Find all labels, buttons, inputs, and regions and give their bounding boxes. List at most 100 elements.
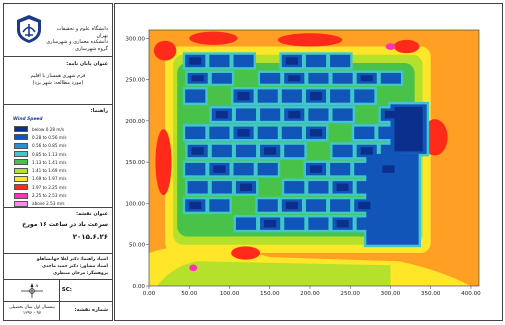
legend-item-label: 0.85 to 1.13 m/s bbox=[32, 151, 67, 157]
building-block bbox=[211, 144, 232, 158]
legend-swatch bbox=[14, 159, 28, 166]
calm-core bbox=[189, 57, 202, 65]
university-name: دانشگاه علوم و تحقیقات تهران دانشکده معم… bbox=[46, 26, 108, 52]
legend-item-label: 2.25 to 2.53 m/s bbox=[32, 193, 67, 199]
legend-item: 2.25 to 2.53 m/s bbox=[14, 191, 104, 199]
legend-item: 1.13 to 1.41 m/s bbox=[14, 158, 104, 166]
researcher-text: پژوهشگر: مرجان منتظری bbox=[53, 271, 108, 276]
legend-item: 0.85 to 1.13 m/s bbox=[14, 150, 104, 158]
y-tick-label: 200.00 bbox=[125, 119, 145, 125]
peak-wind-spot bbox=[189, 264, 198, 272]
scale-label: SC: bbox=[61, 287, 72, 293]
legend-item-label: 1.41 to 1.69 m/s bbox=[32, 168, 67, 174]
map-frame: 0.00 50.00 100.00 150.00 200.00 250.00 300.00 3… bbox=[114, 3, 503, 321]
advisor-text: استاد راهنما: دکتر لعلا جهانشاهلو bbox=[36, 257, 108, 262]
building-block bbox=[332, 144, 353, 158]
thesis-title-line-2: (مورد مطالعه: شهر یزد) bbox=[32, 79, 84, 86]
high-wind-spot bbox=[189, 31, 238, 45]
legend-items: below 0.28 m/s 0.28 to 0.56 m/s 0.56 to 0.… bbox=[14, 125, 104, 208]
consultant-text: استاد مشاور: دکتر حمید ماجدی bbox=[42, 264, 108, 269]
sheet-number-cell: نیمسال اول سال تحصیلی ۹۷ - ۱۳۹۶ شماره نق… bbox=[4, 302, 112, 320]
x-tick-label: 400.00 bbox=[461, 291, 481, 297]
legend-item: 0.56 to 0.85 m/s bbox=[14, 142, 104, 150]
building-block bbox=[330, 162, 351, 176]
legend-swatch bbox=[14, 151, 28, 158]
calm-core bbox=[237, 129, 250, 137]
legend-item-label: 1.13 to 1.41 m/s bbox=[32, 159, 67, 165]
building-block bbox=[187, 181, 208, 194]
building-block bbox=[233, 162, 254, 176]
building-block bbox=[211, 72, 232, 84]
calm-core bbox=[288, 110, 301, 119]
legend-item-label: 0.56 to 0.85 m/s bbox=[32, 143, 67, 149]
legend-swatch bbox=[14, 142, 28, 149]
y-tick-label: 0.00 bbox=[133, 284, 146, 290]
building-block bbox=[332, 72, 353, 84]
academic-year: نیمسال اول سال تحصیلی ۹۷ - ۱۳۹۶ bbox=[6, 305, 58, 316]
calm-core bbox=[264, 219, 277, 228]
map-title-date: ۲۰۱۵.۶.۲۶ bbox=[72, 233, 108, 241]
thesis-cell: عنوان پایان نامه: فرم شهری همساز با اقلی… bbox=[4, 57, 112, 105]
building-block bbox=[235, 217, 257, 230]
calm-core bbox=[189, 201, 202, 210]
plot-area bbox=[149, 30, 479, 286]
academic-year-line-1: نیمسال اول سال تحصیلی bbox=[9, 305, 55, 310]
calm-core bbox=[237, 91, 250, 101]
legend-item: 1.69 to 1.97 m/s bbox=[14, 175, 104, 183]
legend-label: راهنما: bbox=[90, 108, 108, 114]
calm-core bbox=[336, 183, 349, 192]
y-tick-label: 50.00 bbox=[129, 243, 145, 249]
academic-year-cell: نیمسال اول سال تحصیلی ۹۷ - ۱۳۹۶ bbox=[4, 302, 60, 320]
y-tick-label: 100.00 bbox=[125, 201, 145, 207]
x-tick-label: 300.00 bbox=[381, 291, 401, 297]
university-line-1: دانشگاه علوم و تحقیقات تهران bbox=[56, 26, 108, 39]
building-block bbox=[185, 126, 206, 140]
calm-core bbox=[358, 201, 371, 210]
building-block bbox=[284, 144, 305, 158]
building-block bbox=[235, 108, 257, 121]
academic-year-line-2: ۹۷ - ۱۳۹۶ bbox=[22, 310, 42, 316]
axes: 0.00 50.00 100.00 150.00 200.00 250.00 300.00 3… bbox=[125, 29, 481, 297]
y-tick-label: 150.00 bbox=[125, 160, 145, 166]
legend-item-label: above 2.53 m/s bbox=[32, 201, 65, 207]
building-block bbox=[257, 89, 278, 103]
legend-item: 1.97 to 2.25 m/s bbox=[14, 183, 104, 191]
map-title-line-1: سرعت باد در ساعت ۱۶ مورخ bbox=[22, 221, 108, 228]
building-block bbox=[354, 126, 375, 140]
calm-core bbox=[360, 147, 373, 155]
university-line-3: گروه شهرسازی bbox=[74, 45, 108, 52]
university-line-2: دانشکده معماری و شهرسازی bbox=[46, 39, 108, 45]
legend-title: Wind Speed bbox=[13, 117, 43, 122]
legend-item: below 0.28 m/s bbox=[14, 125, 104, 133]
building-block bbox=[257, 126, 278, 140]
high-wind-spot bbox=[277, 33, 343, 47]
legend-item: 0.28 to 0.56 m/s bbox=[14, 133, 104, 141]
building-block bbox=[260, 108, 281, 121]
building-block bbox=[308, 72, 329, 84]
calm-core bbox=[309, 165, 323, 173]
high-wind-spot bbox=[153, 40, 177, 61]
x-tick-label: 250.00 bbox=[340, 291, 360, 297]
calm-core bbox=[309, 129, 323, 137]
building-block bbox=[380, 72, 401, 84]
thesis-title: فرم شهری همساز با اقلیم (مورد مطالعه: شه… bbox=[8, 73, 108, 86]
building-block bbox=[332, 108, 353, 121]
calm-core bbox=[264, 147, 277, 155]
x-tick-label: 50.00 bbox=[181, 291, 197, 297]
calm-core bbox=[213, 165, 226, 173]
building-block bbox=[185, 89, 206, 103]
wind-zone bbox=[157, 261, 391, 286]
legend-item-label: 1.69 to 1.97 m/s bbox=[32, 176, 67, 182]
legend-swatch bbox=[14, 134, 28, 141]
legend-item-label: 1.97 to 2.25 m/s bbox=[32, 184, 67, 190]
legend-item: above 2.53 m/s bbox=[14, 200, 104, 208]
high-wind-spot bbox=[393, 39, 420, 54]
calm-core bbox=[382, 165, 395, 173]
building-block bbox=[209, 199, 230, 212]
legend-swatch bbox=[14, 200, 28, 207]
building-block bbox=[281, 89, 302, 103]
building-block bbox=[209, 126, 230, 140]
building-block bbox=[308, 181, 329, 194]
building-block bbox=[260, 72, 281, 84]
